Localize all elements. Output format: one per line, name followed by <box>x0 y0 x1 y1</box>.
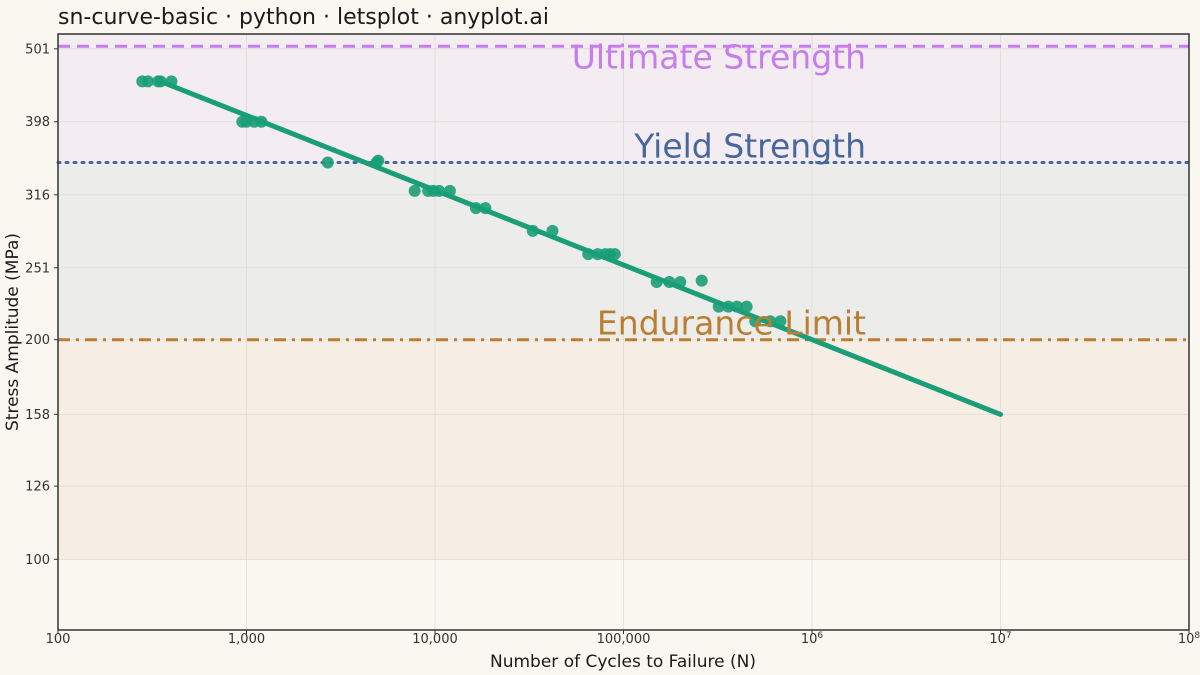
reference-lines <box>56 44 1191 342</box>
data-point-16 <box>443 184 456 197</box>
x-tick-label-3: 100,000 <box>597 632 651 647</box>
data-point-17 <box>469 202 482 215</box>
data-point-30 <box>712 300 725 313</box>
y-tick-label-3: 200 <box>25 333 50 348</box>
reference-label-1: Yield Strength <box>633 126 866 165</box>
y-tick-label-7: 501 <box>25 42 50 57</box>
y-tick-label-6: 398 <box>25 115 50 130</box>
y-tick-label-5: 316 <box>25 188 50 203</box>
fit-line <box>158 78 1003 417</box>
data-points <box>136 75 787 328</box>
y-axis-ticks: 100 126 158 200 251 316 398 501 <box>25 42 58 568</box>
data-point-11 <box>372 154 385 167</box>
y-tick-label-1: 126 <box>25 480 50 495</box>
x-tick-label-0: 100 <box>46 632 71 647</box>
data-point-29 <box>695 274 708 287</box>
x-axis-ticks: 100 1,000 10,000 100,000 106 107 108 <box>46 630 1200 647</box>
reference-labels: Ultimate Strength Yield Strength Endurance… <box>572 37 866 342</box>
y-axis-title: Stress Amplitude (MPa) <box>3 233 23 431</box>
data-point-9 <box>321 156 334 169</box>
data-point-35 <box>764 315 777 328</box>
data-point-28 <box>674 275 687 288</box>
fit-line-group <box>158 78 1003 417</box>
x-axis-title: Number of Cycles to Failure (N) <box>490 652 756 672</box>
chart-title: sn-curve-basic · python · letsplot · any… <box>58 5 549 30</box>
data-point-34 <box>749 315 762 328</box>
data-point-25 <box>608 248 621 261</box>
data-point-3 <box>154 75 167 88</box>
x-tick-label-2: 10,000 <box>412 632 458 647</box>
data-point-33 <box>740 300 753 313</box>
data-point-4 <box>165 75 178 88</box>
data-point-18 <box>479 202 492 215</box>
data-point-15 <box>432 184 445 197</box>
x-tick-label-1: 1,000 <box>228 632 265 647</box>
data-point-1 <box>141 75 154 88</box>
data-point-26 <box>650 275 663 288</box>
data-point-36 <box>774 315 787 328</box>
data-point-27 <box>663 275 676 288</box>
data-point-19 <box>526 224 539 237</box>
data-point-8 <box>255 115 268 128</box>
data-point-32 <box>730 300 743 313</box>
y-tick-label-0: 100 <box>25 553 50 568</box>
y-tick-label-2: 158 <box>25 408 50 423</box>
reference-label-2: Endurance Limit <box>597 304 866 343</box>
reference-label-0: Ultimate Strength <box>572 37 866 76</box>
data-point-12 <box>408 184 421 197</box>
data-point-31 <box>722 300 735 313</box>
data-point-20 <box>546 224 559 237</box>
y-tick-label-4: 251 <box>25 261 50 276</box>
data-point-21 <box>582 248 595 261</box>
